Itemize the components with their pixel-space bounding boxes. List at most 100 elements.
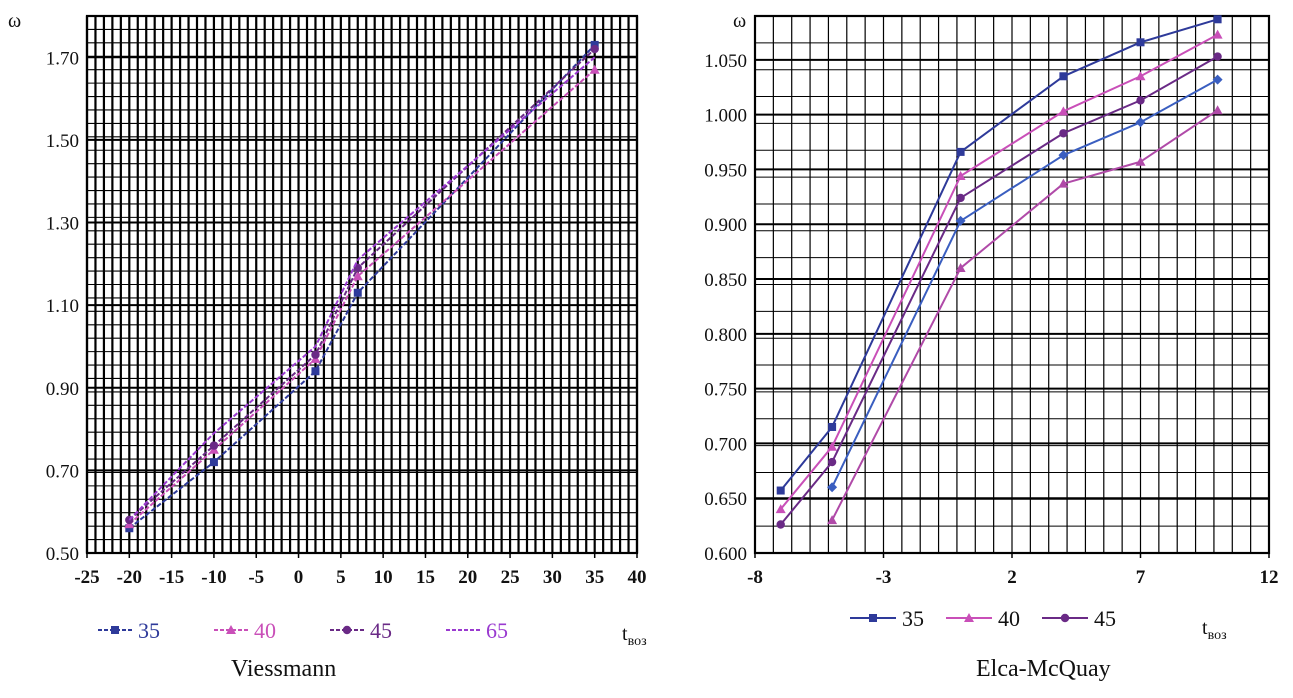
caption-elca-mcquay: Elca-McQuay: [976, 656, 1111, 682]
right-grid: [754, 15, 1270, 554]
right-y-tick-label: 0.850: [704, 270, 747, 291]
left-y-tick-label: 1.50: [46, 131, 79, 152]
right-series-extra-1: [827, 74, 1223, 493]
right-data-point: [827, 482, 838, 493]
right-y-tick-label: 1.000: [704, 106, 747, 127]
right-x-tick-label: -3: [876, 567, 892, 588]
right-data-point: [1212, 105, 1223, 115]
left-legend-marker: [342, 625, 352, 635]
right-series-line: [831, 109, 1219, 521]
left-legend-marker: [111, 626, 119, 634]
right-y-tick-label: 0.800: [704, 325, 747, 346]
right-y-tick-label: 0.950: [704, 160, 747, 181]
right-x-axis-label-subscript: воз: [1208, 628, 1228, 643]
left-x-tick-label: 0: [294, 567, 304, 588]
left-x-tick-label: 5: [336, 567, 346, 588]
right-y-tick-label: 0.750: [704, 380, 747, 401]
left-y-tick-label: 0.90: [46, 379, 79, 400]
right-series-line: [779, 18, 1218, 492]
left-data-point: [125, 524, 134, 533]
right-data-point: [1058, 106, 1069, 116]
viessmann-chart: 0.50 0.70 0.90 1.10 1.30 1.50 1.70 -25 -20 -15 -10…: [8, 10, 647, 649]
right-legend-label: 35: [902, 606, 924, 631]
right-data-point: [776, 486, 785, 495]
right-series-45: [776, 52, 1222, 529]
right-x-tick-label: 12: [1260, 567, 1279, 588]
left-x-tick-label: 35: [585, 567, 604, 588]
left-series-line: [128, 44, 596, 530]
left-x-tick-label: -20: [117, 567, 142, 588]
left-y-tick-label: 1.10: [46, 296, 79, 317]
right-data-point: [827, 515, 838, 525]
right-data-point: [1135, 156, 1146, 166]
right-legend-marker: [964, 613, 974, 622]
right-data-point: [828, 422, 837, 431]
elca-mcquay-chart: 0.600 0.650 0.700 0.750 0.800 0.850 0.900 0.950…: [704, 10, 1279, 643]
left-legend: 35 40 45 65: [98, 618, 508, 643]
left-x-tick-label: -5: [248, 567, 264, 588]
right-data-point: [1136, 96, 1145, 105]
right-data-point: [1213, 15, 1222, 24]
right-data-point: [1058, 150, 1069, 161]
left-legend-label: 45: [370, 618, 392, 643]
right-data-point: [955, 263, 966, 273]
left-y-tick-label: 0.70: [46, 461, 79, 482]
left-series-45: [125, 44, 599, 525]
right-series-40: [775, 29, 1223, 514]
left-series-line: [128, 56, 596, 521]
left-y-tick-label: 1.30: [46, 214, 79, 235]
left-x-tick-label: 15: [416, 567, 435, 588]
left-legend-label: 35: [138, 618, 160, 643]
right-data-point: [955, 171, 966, 181]
left-data-point: [353, 288, 362, 297]
left-data-point: [352, 271, 363, 281]
right-data-point: [1212, 29, 1223, 39]
right-data-point: [776, 520, 785, 529]
right-series-line: [779, 55, 1219, 526]
right-data-point: [827, 441, 838, 451]
right-data-point: [1135, 117, 1146, 128]
right-data-point: [1136, 38, 1145, 47]
left-legend-marker: [226, 625, 236, 634]
right-x-tick-label: -8: [747, 567, 763, 588]
right-data-point: [1212, 74, 1223, 85]
right-data-point: [775, 504, 786, 514]
left-x-tick-label: -15: [159, 567, 184, 588]
left-y-axis-label: ω: [8, 10, 21, 32]
left-data-point: [311, 367, 320, 376]
right-y-tick-label: 0.700: [704, 434, 747, 455]
right-x-tick-label: 7: [1136, 567, 1146, 588]
left-data-point: [589, 64, 600, 74]
left-grid: [85, 15, 639, 554]
right-series-35: [776, 15, 1222, 495]
left-x-tick-label: 25: [501, 567, 520, 588]
right-legend-marker: [869, 614, 877, 622]
right-y-tick-label: 0.600: [704, 544, 747, 565]
right-data-point: [1059, 129, 1068, 138]
right-series-line: [831, 78, 1219, 488]
right-legend-marker: [1060, 613, 1070, 623]
right-legend-label: 40: [998, 606, 1020, 631]
right-y-axis-label: ω: [733, 10, 746, 32]
right-series-extra-3: [827, 105, 1223, 525]
left-x-tick-label: 40: [628, 567, 647, 588]
right-data-point: [1213, 52, 1222, 61]
left-data-point: [590, 44, 599, 54]
right-x-tick-label: 2: [1007, 567, 1017, 588]
left-x-axis-label-subscript: воз: [628, 634, 648, 649]
left-x-tick-label: 30: [543, 567, 562, 588]
left-legend-label: 65: [486, 618, 508, 643]
right-data-point: [1135, 71, 1146, 81]
right-legend-label: 45: [1094, 606, 1116, 631]
left-plot-frame: [85, 14, 639, 555]
right-legend: 35 40 45: [850, 606, 1116, 631]
right-y-tick-label: 1.050: [704, 51, 747, 72]
right-data-point: [956, 193, 965, 203]
left-x-axis-label: tвоз: [622, 623, 647, 649]
left-x-tick-label: -25: [74, 567, 99, 588]
left-data-point: [209, 441, 219, 450]
left-legend-label: 40: [254, 618, 276, 643]
caption-viessmann: Viessmann: [231, 656, 337, 682]
right-data-point: [1059, 72, 1068, 81]
